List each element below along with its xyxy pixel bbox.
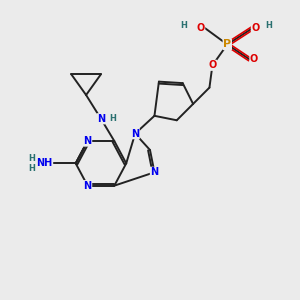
Text: H: H: [180, 21, 187, 30]
Text: NH: NH: [36, 158, 52, 168]
Text: O: O: [196, 23, 205, 33]
Text: O: O: [250, 54, 258, 64]
Text: N: N: [83, 136, 92, 146]
Text: N: N: [83, 181, 92, 191]
Text: O: O: [251, 23, 260, 33]
Text: H: H: [109, 114, 116, 123]
Text: H: H: [266, 21, 272, 30]
Text: H: H: [28, 164, 35, 173]
Text: O: O: [208, 60, 217, 70]
Text: N: N: [150, 167, 158, 177]
Text: N: N: [97, 114, 105, 124]
Text: H: H: [28, 154, 35, 163]
Text: N: N: [131, 129, 139, 139]
Text: P: P: [223, 40, 231, 50]
